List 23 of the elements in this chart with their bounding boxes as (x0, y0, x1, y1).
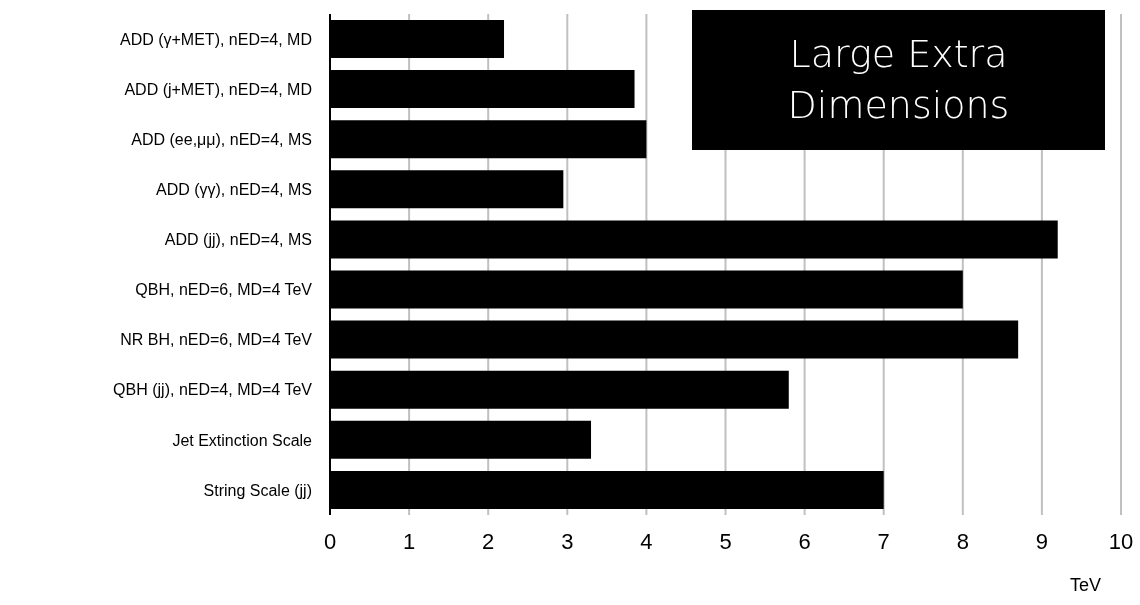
title-panel: Large Extra Dimensions (692, 10, 1105, 150)
x-tick-label: 9 (1035, 528, 1049, 554)
x-axis-title: TeV (1070, 575, 1102, 596)
y-tick-label: Jet Extinction Scale (172, 431, 313, 449)
y-tick-label: QBH (jj), nED=4, MD=4 TeV (113, 381, 313, 399)
y-tick-label: NR BH, nED=6, MD=4 TeV (120, 331, 313, 349)
x-tick-label: 1 (402, 528, 416, 554)
y-tick-label: String Scale (jj) (203, 481, 312, 499)
x-tick-label: 0 (323, 528, 337, 554)
y-tick-label: ADD (γγ), nED=4, MS (155, 181, 312, 199)
x-tick-label: 4 (640, 528, 653, 554)
x-tick-label: 3 (561, 528, 574, 554)
x-tick-label: 2 (482, 528, 495, 554)
x-tick-label: 8 (956, 528, 969, 554)
x-tick-label: 10 (1108, 528, 1134, 554)
x-tick-label: 6 (798, 528, 811, 554)
y-tick-label: ADD (jj), nED=4, MS (164, 231, 312, 249)
y-tick-label: ADD (j+MET), nED=4, MD (124, 80, 312, 98)
y-tick-label: ADD (ee,μμ), nED=4, MS (131, 130, 312, 148)
x-tick-label: 5 (719, 528, 732, 554)
x-tick-label: 7 (877, 528, 890, 554)
y-tick-label: QBH, nED=6, MD=4 TeV (135, 281, 313, 299)
y-tick-label: ADD (γ+MET), nED=4, MD (119, 30, 312, 48)
